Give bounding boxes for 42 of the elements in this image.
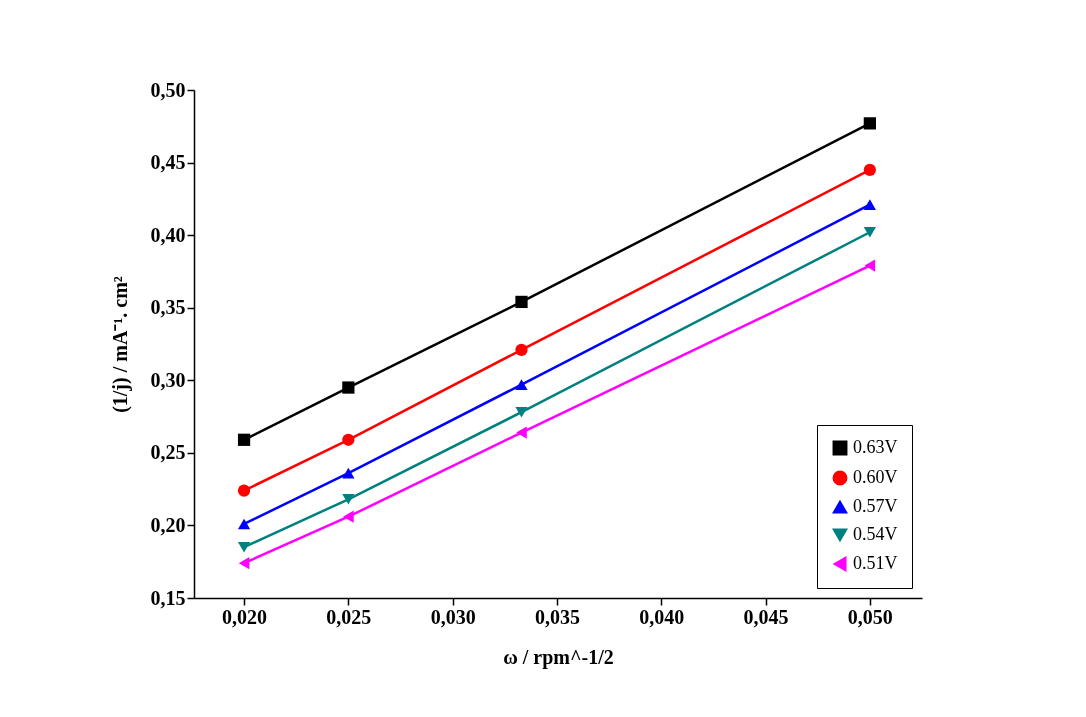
point [342, 494, 355, 505]
point [237, 518, 251, 530]
x-tick-label: 0,040 [639, 605, 685, 628]
legend-label: 0.60V [853, 467, 898, 487]
point [237, 484, 251, 497]
x-tick-label: 0,045 [743, 605, 789, 628]
y-tick-label: 0,35 [150, 296, 186, 319]
y-tick-label: 0,15 [150, 586, 186, 609]
point [237, 433, 251, 446]
legend-label: 0.63V [853, 437, 898, 457]
y-tick-label: 0,40 [150, 223, 186, 246]
point [864, 259, 876, 272]
point [343, 510, 354, 523]
point [515, 343, 528, 356]
legend-label: 0.57V [853, 496, 898, 516]
y-tick-label: 0,30 [150, 368, 186, 391]
y-tick-label: 0,25 [150, 441, 186, 464]
x-tick-label: 0,030 [430, 605, 476, 628]
point [342, 433, 355, 446]
point [515, 295, 528, 309]
y-tick-label: 0,50 [150, 78, 186, 101]
x-axis-title: ω / rpm^-1/2 [503, 645, 614, 669]
point [342, 467, 355, 479]
legend-label: 0.54V [853, 524, 898, 544]
y-tick-label: 0,20 [150, 513, 186, 536]
point [863, 117, 876, 130]
point [238, 557, 250, 570]
x-tick-label: 0,050 [847, 605, 893, 628]
point [237, 541, 251, 553]
point [515, 406, 528, 418]
point [516, 426, 527, 439]
point [342, 381, 355, 394]
point [863, 226, 876, 238]
x-tick-label: 0,035 [534, 605, 580, 628]
legend-label: 0.51V [853, 553, 898, 573]
point [863, 163, 876, 176]
y-axis-title: (1/j) / mA⁻¹. cm² [108, 276, 132, 413]
x-tick-label: 0,020 [222, 605, 268, 628]
y-tick-label: 0,45 [150, 151, 186, 174]
x-tick-label: 0,025 [326, 605, 372, 628]
point [863, 199, 876, 210]
point [515, 379, 528, 390]
